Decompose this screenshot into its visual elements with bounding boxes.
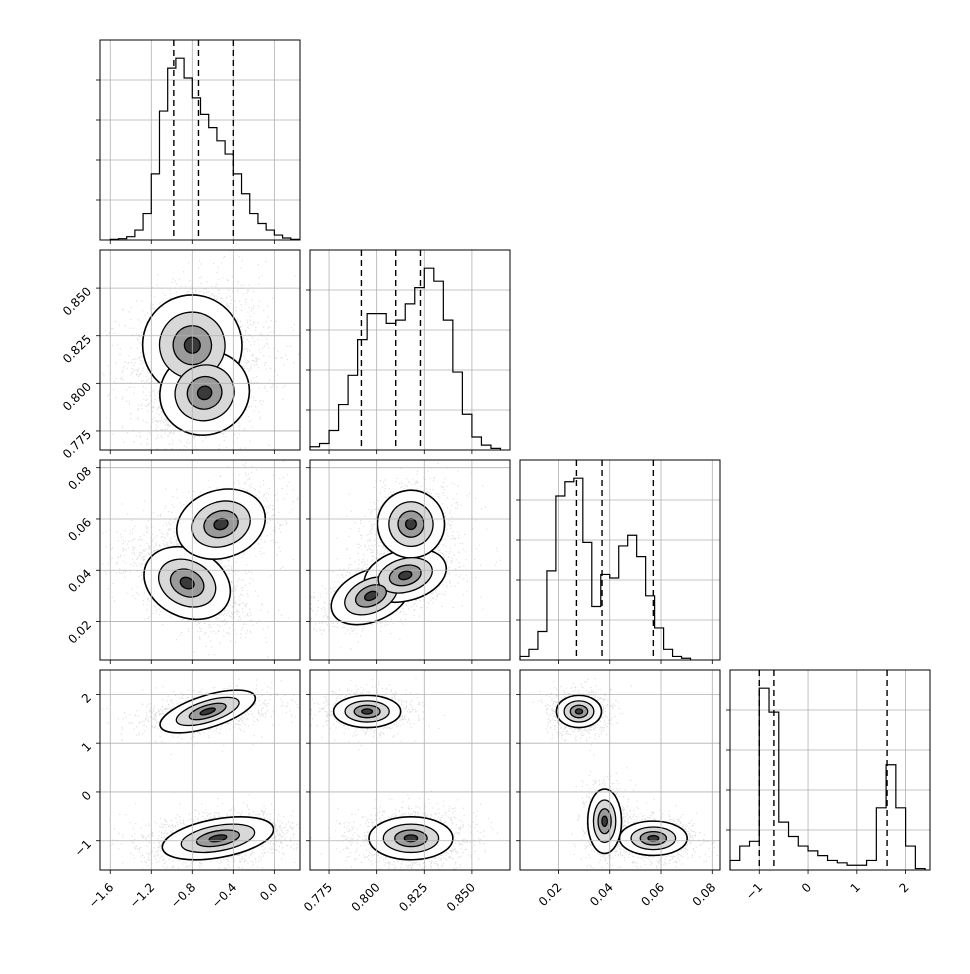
axes-frame xyxy=(309,249,511,451)
contour-level-3 xyxy=(398,570,413,581)
contour-level-3 xyxy=(601,815,608,827)
x-tick-label-param-3: 0 xyxy=(799,880,814,895)
y-tick-label-param-3: 0 xyxy=(79,788,94,803)
contour-level-3 xyxy=(647,834,660,842)
x-tick-label-param-3: 1 xyxy=(848,880,863,895)
x-tick-label-param-2: 0.08 xyxy=(690,880,719,909)
x-tick-label-param-2: 0.02 xyxy=(536,880,565,909)
contour-level-3 xyxy=(403,834,419,843)
density-3-0 xyxy=(101,678,300,870)
panel-3-3 xyxy=(726,669,931,874)
axes-frame xyxy=(519,459,721,661)
histogram-param-1 xyxy=(309,267,502,450)
panel-3-1 xyxy=(306,669,511,874)
axes-frame xyxy=(99,669,301,871)
x-tick-label-param-3: −1 xyxy=(743,880,765,902)
x-tick-label-param-1: 0.800 xyxy=(349,880,383,914)
histogram-param-3 xyxy=(729,687,926,870)
contour-level-3 xyxy=(208,834,228,843)
y-tick-label-param-1: 0.825 xyxy=(60,332,94,366)
density-1-0 xyxy=(100,250,300,450)
histogram-param-2 xyxy=(519,477,692,660)
contour-level-3 xyxy=(361,708,374,715)
x-tick-label-param-0: −0.8 xyxy=(168,880,199,911)
x-tick-label-param-0: −1.6 xyxy=(86,880,117,911)
y-tick-label-param-1: 0.775 xyxy=(60,427,94,461)
y-tick-label-param-3: 2 xyxy=(79,691,94,706)
contour-level-3 xyxy=(574,708,584,715)
x-tick-label-param-2: 0.04 xyxy=(587,880,616,909)
contour-level-3 xyxy=(179,576,195,590)
y-tick-label-param-1: 0.800 xyxy=(60,380,94,414)
panel-2-2 xyxy=(516,459,721,664)
panel-1-1 xyxy=(306,249,511,454)
histogram-param-0 xyxy=(109,57,300,240)
axes-frame xyxy=(729,669,931,871)
contour-level-3 xyxy=(196,385,213,401)
x-tick-label-param-0: 0.0 xyxy=(257,880,280,903)
y-tick-label-param-3: 1 xyxy=(79,739,94,754)
y-tick-label-param-2: 0.02 xyxy=(65,618,94,647)
axes-frame xyxy=(309,669,511,871)
density-2-0 xyxy=(102,460,299,658)
density-3-2 xyxy=(532,678,718,870)
scatter-points xyxy=(100,250,300,450)
panel-3-2 xyxy=(516,669,721,874)
density-2-1 xyxy=(310,462,501,651)
panel-2-1 xyxy=(306,459,511,664)
y-tick-label-param-2: 0.08 xyxy=(65,464,94,493)
x-tick-label-param-2: 0.06 xyxy=(638,880,667,909)
y-tick-label-param-1: 0.850 xyxy=(60,284,94,318)
axes-frame xyxy=(99,459,301,661)
panel-2-0 xyxy=(96,459,301,664)
panel-3-0 xyxy=(96,669,301,874)
axes-frame xyxy=(99,39,301,241)
x-tick-label-param-1: 0.825 xyxy=(396,880,430,914)
x-tick-label-param-1: 0.775 xyxy=(301,880,335,914)
x-tick-label-param-3: 2 xyxy=(896,880,911,895)
density-3-1 xyxy=(310,677,499,870)
x-tick-label-param-1: 0.850 xyxy=(444,880,478,914)
panel-0-0 xyxy=(96,39,301,244)
axes-frame xyxy=(519,669,721,871)
axes-frame xyxy=(309,459,511,661)
y-tick-label-param-2: 0.04 xyxy=(65,566,94,595)
panel-1-0 xyxy=(96,249,301,454)
axes-frame xyxy=(99,249,301,451)
y-tick-label-param-3: −1 xyxy=(72,837,94,859)
x-tick-label-param-0: −1.2 xyxy=(127,880,158,911)
y-tick-label-param-2: 0.06 xyxy=(65,515,94,544)
contour-level-3 xyxy=(199,707,216,716)
x-tick-label-param-0: −0.4 xyxy=(209,880,240,911)
